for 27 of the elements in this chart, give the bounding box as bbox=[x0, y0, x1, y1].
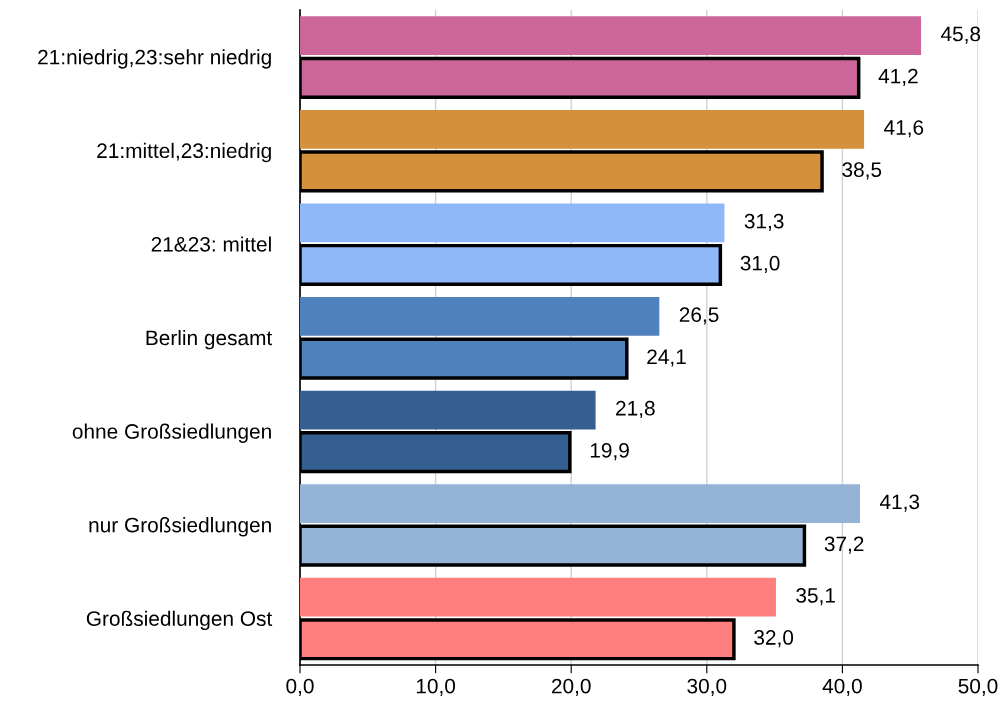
data-label: 41,2 bbox=[878, 68, 918, 86]
x-tick-label: 40,0 bbox=[822, 678, 862, 696]
data-label: 26,5 bbox=[679, 307, 719, 325]
data-label: 41,6 bbox=[884, 120, 924, 138]
data-label: 24,1 bbox=[647, 349, 686, 367]
x-tick-label: 0,0 bbox=[286, 678, 314, 696]
x-tick-label: 50,0 bbox=[958, 678, 998, 696]
x-tick-label: 10,0 bbox=[416, 678, 456, 696]
data-label: 37,2 bbox=[824, 536, 864, 554]
y-tick-label: 21:mittel,23:niedrig bbox=[97, 142, 271, 163]
y-tick-label: 21&23: mittel bbox=[151, 236, 271, 252]
data-label: 32,0 bbox=[754, 630, 794, 648]
data-label: 19,9 bbox=[590, 442, 629, 461]
data-label: 31,0 bbox=[740, 255, 780, 274]
data-label: 21,8 bbox=[616, 400, 655, 419]
y-tick-label: ohne Großsiedlungen bbox=[72, 423, 271, 443]
x-tick-label: 20,0 bbox=[551, 678, 591, 696]
data-label: 38,5 bbox=[842, 162, 882, 180]
y-tick-label: nur Großsiedlungen bbox=[89, 517, 271, 537]
x-tick-label: 30,0 bbox=[687, 678, 727, 696]
data-label: 31,3 bbox=[744, 213, 784, 231]
y-tick-label: 21:niedrig,23:sehr niedrig bbox=[38, 49, 271, 69]
data-label: 41,3 bbox=[879, 494, 920, 512]
data-label: 35,1 bbox=[796, 588, 835, 606]
y-tick-label: Berlin gesamt bbox=[146, 329, 273, 350]
data-label: 45,8 bbox=[940, 26, 981, 44]
y-tick-label: Großsiedlungen Ost bbox=[86, 610, 273, 631]
